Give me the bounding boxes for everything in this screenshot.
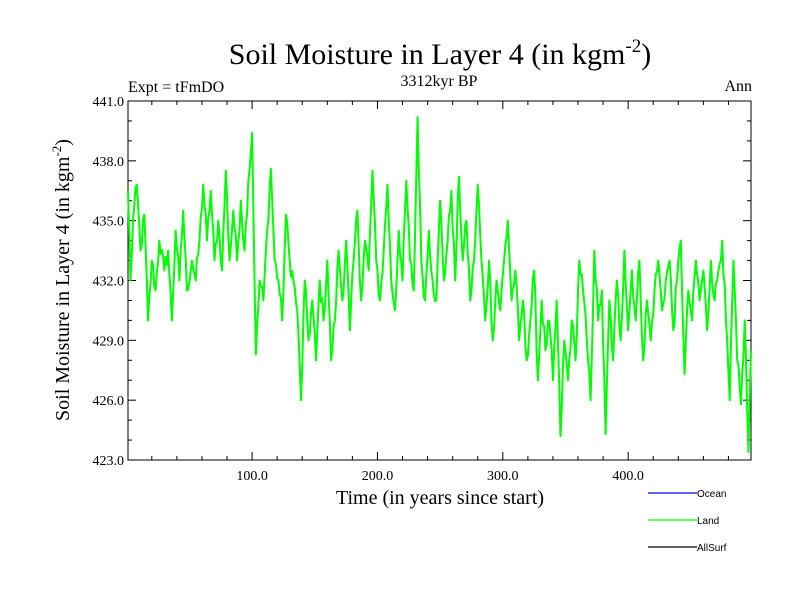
legend-land-label: Land (697, 516, 719, 527)
y-tick-label: 432.0 (93, 275, 125, 290)
experiment-label: Expt = tFmDO (128, 79, 224, 96)
x-tick-label: 100.0 (236, 469, 268, 484)
x-tick-label: 400.0 (612, 469, 644, 484)
legend-allsurf-label: AllSurf (697, 543, 727, 554)
season-label: Ann (724, 78, 752, 95)
x-tick-label: 300.0 (487, 469, 519, 484)
y-tick-label: 426.0 (93, 394, 125, 409)
plot-frame (127, 100, 752, 461)
x-axis: 100.0 200.0 300.0 400.0 (151, 101, 729, 484)
legend: Ocean Land AllSurf (648, 489, 727, 554)
y-tick-label: 441.0 (93, 95, 125, 110)
y-axis: 423.0 426.0 429.0 432.0 435.0 438.0 441.0 (93, 95, 751, 469)
time-period-label: 3312kyr BP (401, 73, 478, 90)
chart-title: Soil Moisture in Layer 4 (in kgm-2) (229, 36, 651, 71)
land-series-line (127, 115, 752, 454)
y-tick-label: 438.0 (93, 155, 125, 170)
y-tick-label: 435.0 (93, 215, 125, 230)
legend-ocean-label: Ocean (697, 489, 726, 500)
x-tick-label: 200.0 (362, 469, 394, 484)
x-axis-label: Time (in years since start) (336, 487, 544, 509)
y-axis-label: Soil Moisture in Layer 4 (in kgm-2) (49, 139, 74, 421)
y-tick-label: 429.0 (93, 334, 125, 349)
y-tick-label: 423.0 (93, 454, 125, 469)
